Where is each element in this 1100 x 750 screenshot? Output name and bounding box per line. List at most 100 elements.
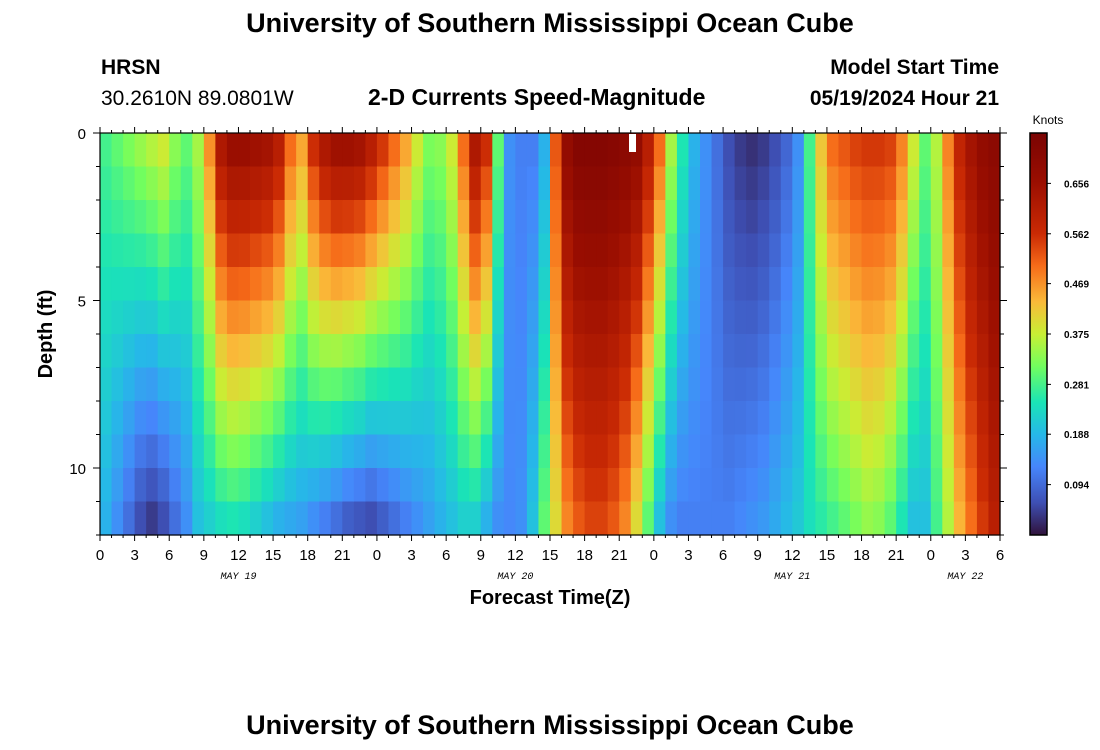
heatmap-cell [884, 468, 897, 503]
heatmap-cell [630, 334, 643, 369]
heatmap-cell [423, 200, 436, 235]
heatmap-cell [296, 200, 309, 235]
heatmap-cell [942, 468, 955, 503]
heatmap-cell [653, 267, 666, 302]
heatmap-cell [342, 300, 355, 335]
heatmap-cell [930, 468, 943, 503]
heatmap-cell [273, 501, 286, 536]
heatmap-cell [111, 267, 124, 302]
heatmap-cell [446, 334, 459, 369]
heatmap-cell [850, 300, 863, 335]
heatmap-cell [619, 501, 632, 536]
heatmap-cell [503, 401, 516, 436]
heatmap-cell [884, 367, 897, 402]
heatmap-cell [550, 434, 563, 469]
heatmap-cell [919, 200, 932, 235]
heatmap-cell [584, 200, 597, 235]
heatmap-cell [238, 401, 251, 436]
heatmap-cell [896, 367, 909, 402]
heatmap-cell [284, 367, 297, 402]
heatmap-cell [423, 367, 436, 402]
x-tick-label: 0 [927, 547, 935, 564]
heatmap-cell [492, 334, 505, 369]
heatmap-cell [423, 401, 436, 436]
heatmap-cell [330, 434, 343, 469]
heatmap-cell [688, 334, 701, 369]
heatmap-cell [850, 468, 863, 503]
heatmap-cell [342, 233, 355, 268]
heatmap-cell [238, 267, 251, 302]
x-tick-label: 3 [130, 547, 138, 564]
heatmap-cell [734, 200, 747, 235]
heatmap-cell [884, 233, 897, 268]
heatmap-cell [203, 401, 216, 436]
heatmap-cell [803, 501, 816, 536]
x-tick-label: 21 [611, 547, 628, 564]
heatmap-cell [953, 200, 966, 235]
heatmap-cell [769, 334, 782, 369]
heatmap-cell [988, 300, 1001, 335]
heatmap-cell [146, 166, 159, 201]
heatmap-cell [411, 300, 424, 335]
heatmap-cell [342, 367, 355, 402]
colorbar-tick-label: 0.375 [1064, 330, 1089, 341]
heatmap-cell [838, 200, 851, 235]
y-tick-label: 0 [78, 126, 86, 143]
heatmap-cell [630, 300, 643, 335]
heatmap-cell [884, 334, 897, 369]
heatmap-cell [215, 200, 228, 235]
heatmap-cell [734, 367, 747, 402]
heatmap-cell [942, 501, 955, 536]
heatmap-cell [388, 300, 401, 335]
date-label: MAY 21 [774, 572, 810, 583]
x-tick-label: 0 [373, 547, 381, 564]
heatmap-cell [250, 334, 263, 369]
heatmap-cell [446, 401, 459, 436]
heatmap-cell [446, 300, 459, 335]
heatmap-cell [803, 267, 816, 302]
heatmap-cell [526, 468, 540, 503]
heatmap-cell [734, 267, 747, 302]
heatmap-cell [815, 334, 828, 369]
heatmap-cell [930, 133, 943, 168]
heatmap-cell [896, 133, 909, 168]
heatmap-cell [400, 468, 413, 503]
heatmap-cell [250, 133, 263, 168]
heatmap-cell [676, 434, 690, 469]
heatmap-cell [803, 233, 816, 268]
heatmap-cell [434, 300, 447, 335]
heatmap-cell [861, 501, 874, 536]
heatmap-cell [596, 267, 609, 302]
heatmap-cell [215, 367, 228, 402]
heatmap-cell [884, 166, 897, 201]
heatmap-cell [746, 334, 759, 369]
heatmap-cell [261, 501, 274, 536]
heatmap-cell [780, 233, 793, 268]
heatmap-cell [446, 267, 459, 302]
heatmap-cell [746, 267, 759, 302]
heatmap-cell [169, 334, 182, 369]
heatmap-cell [492, 501, 505, 536]
heatmap-cell [965, 367, 978, 402]
heatmap-cell [919, 334, 932, 369]
heatmap-cell [769, 166, 782, 201]
heatmap-cell [550, 267, 563, 302]
heatmap-cell [146, 434, 159, 469]
heatmap-cell [123, 233, 136, 268]
heatmap-cell [896, 434, 909, 469]
heatmap-cell [180, 300, 193, 335]
heatmap-cell [700, 267, 713, 302]
heatmap-cell [665, 501, 678, 536]
heatmap-cell [769, 501, 782, 536]
heatmap-cell [988, 434, 1001, 469]
heatmap-cell [250, 434, 263, 469]
heatmap-cell [780, 501, 793, 536]
heatmap-cell [480, 233, 493, 268]
heatmap-cell [884, 133, 897, 168]
heatmap-cell [250, 468, 263, 503]
heatmap-cell [907, 200, 920, 235]
heatmap-cell [769, 133, 782, 168]
heatmap-cell [930, 434, 943, 469]
heatmap-cell [665, 267, 678, 302]
model-start-value: 05/19/2024 Hour 21 [809, 87, 999, 110]
